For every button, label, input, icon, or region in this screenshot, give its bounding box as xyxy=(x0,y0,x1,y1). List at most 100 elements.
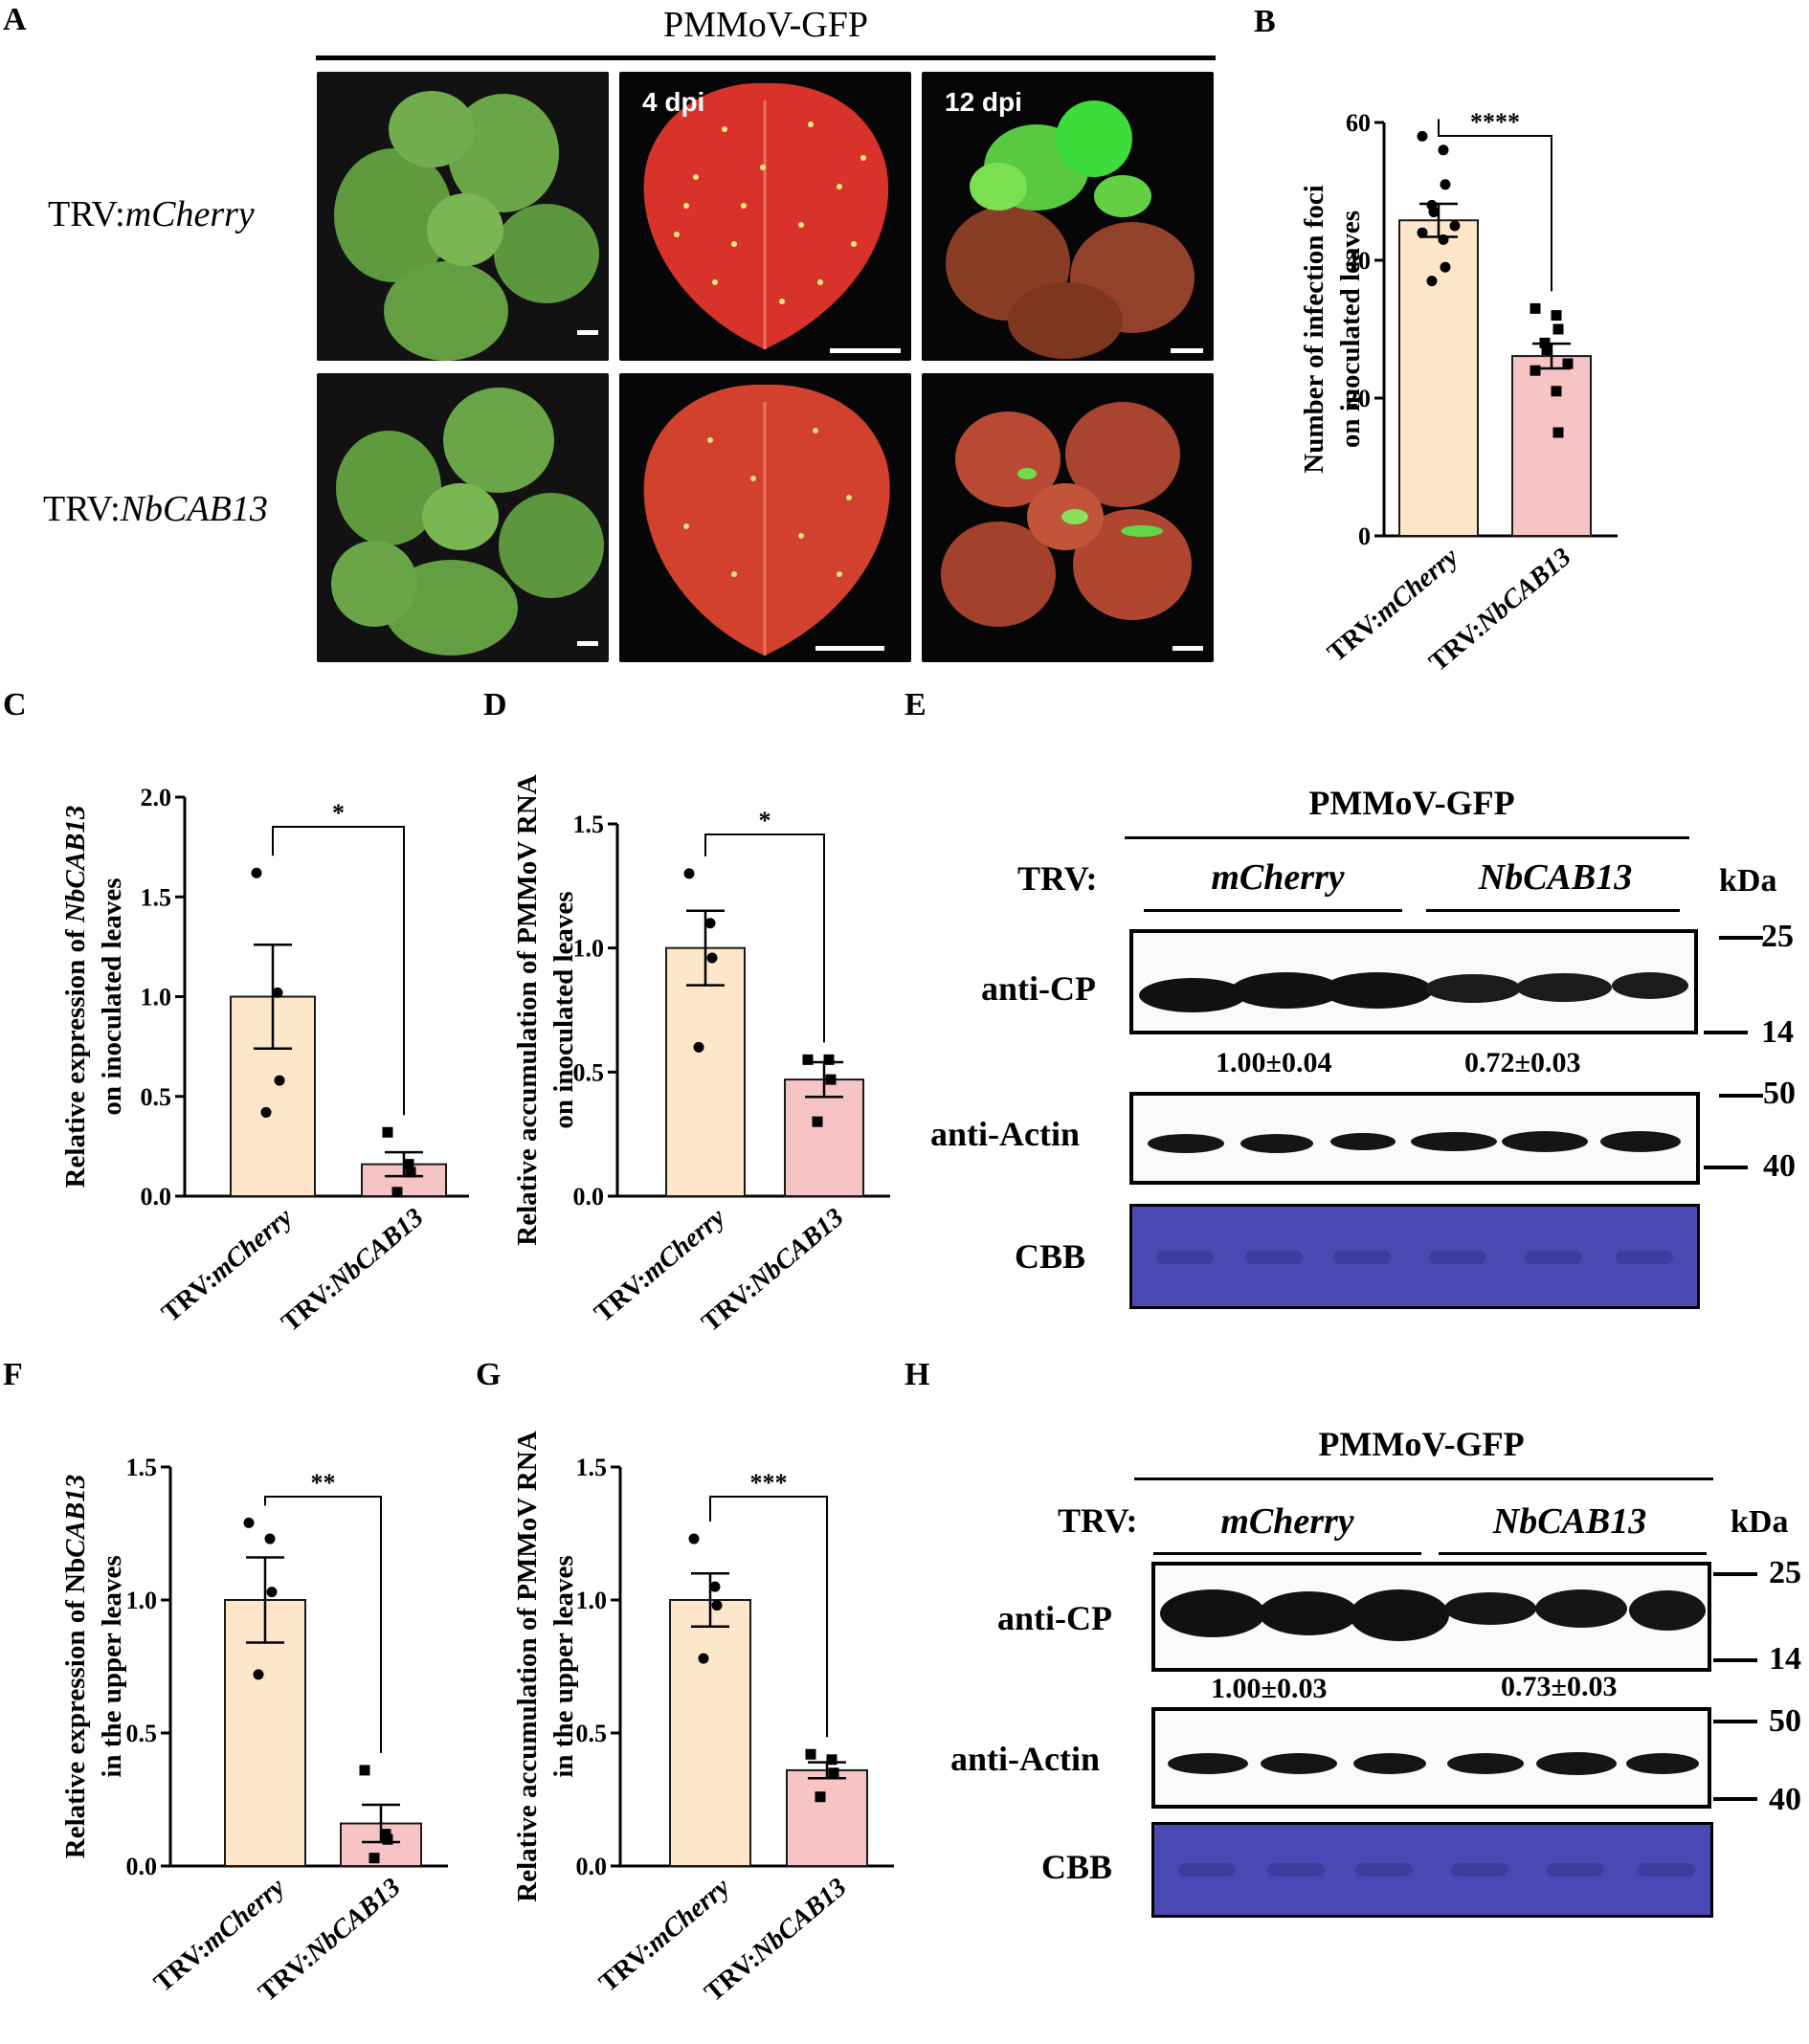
data-point xyxy=(405,1166,416,1178)
row-label-mcherry: TRV:mCherry xyxy=(48,194,255,234)
western-e-group-line xyxy=(1426,909,1680,912)
data-point xyxy=(826,1754,838,1766)
western-h-marker-50: 50 xyxy=(1769,1703,1801,1739)
western-e-row-cbb: CBB xyxy=(1015,1237,1086,1276)
data-point xyxy=(382,1126,393,1138)
chart-b-infection-foci: 0 20 40 60 Number of infection foci on inocul… xyxy=(1299,108,1618,678)
marker-tick xyxy=(1704,1166,1748,1169)
western-e-marker-40: 40 xyxy=(1763,1148,1796,1184)
western-h-quant-mcherry: 1.00±0.03 xyxy=(1211,1673,1328,1704)
data-point xyxy=(253,1669,264,1680)
y-tick-label: 0.5 xyxy=(573,1058,605,1086)
data-point xyxy=(251,867,262,878)
western-e-marker-50: 50 xyxy=(1763,1076,1796,1111)
western-e-quant-nbcab13: 0.72±0.03 xyxy=(1464,1047,1581,1078)
data-point xyxy=(391,1187,403,1198)
y-tick-label: 2.0 xyxy=(141,784,172,811)
western-e-kda-label: kDa xyxy=(1719,863,1777,899)
y-tick-label: 40 xyxy=(1346,247,1371,275)
panel-label-g: G xyxy=(476,1357,502,1392)
data-point xyxy=(706,952,718,964)
western-e-quant-mcherry: 1.00±0.04 xyxy=(1216,1047,1332,1078)
western-h-group-nbcab13: NbCAB13 xyxy=(1492,1501,1647,1542)
western-e-marker-14: 14 xyxy=(1761,1014,1794,1050)
significance-bracket xyxy=(709,1496,828,1738)
panel-label-h: H xyxy=(904,1357,930,1392)
y-axis-label: Relative expression of NbCAB13on inocula… xyxy=(60,806,127,1189)
data-point xyxy=(359,1765,370,1776)
data-point xyxy=(683,868,695,879)
y-tick-label: 20 xyxy=(1346,385,1371,412)
photo-mcherry-plant-white-light xyxy=(317,72,609,361)
photo-nbcab13-leaf-4dpi xyxy=(619,373,911,662)
y-tick-label: 0.0 xyxy=(576,1853,608,1880)
western-e-cbb-gel xyxy=(1129,1204,1700,1309)
western-h-marker-25: 25 xyxy=(1769,1555,1801,1590)
data-point xyxy=(264,1533,276,1544)
data-point xyxy=(368,1853,380,1864)
photo-mcherry-plant-12dpi: 12 dpi xyxy=(922,72,1214,361)
data-point xyxy=(709,1581,721,1592)
data-point xyxy=(704,918,716,929)
data-point xyxy=(805,1748,816,1760)
data-point xyxy=(693,1041,704,1053)
data-point xyxy=(382,1833,393,1845)
data-point xyxy=(1428,207,1440,218)
data-point xyxy=(1539,337,1551,348)
scale-bar xyxy=(1171,348,1203,353)
y-tick-label: 0.0 xyxy=(126,1853,158,1880)
y-axis-label: Relative accumulation of PMMoV RNA in the… xyxy=(512,1431,579,1901)
scale-bar xyxy=(830,348,901,353)
y-tick-label: 0 xyxy=(1358,522,1371,550)
marker-tick xyxy=(1719,936,1763,940)
western-e-title-line xyxy=(1125,836,1689,839)
data-point xyxy=(380,1829,391,1840)
data-point xyxy=(1530,302,1541,314)
western-h-trv-label: TRV: xyxy=(1058,1501,1138,1540)
bar xyxy=(665,946,746,1198)
photo-nbcab13-plant-12dpi xyxy=(922,373,1214,662)
y-tick-label: 1.5 xyxy=(576,1454,608,1481)
western-h-actin-blot xyxy=(1151,1707,1711,1809)
bar xyxy=(1398,219,1479,538)
panel-a-header: PMMoV-GFP xyxy=(662,5,869,45)
y-tick-label: 0.5 xyxy=(576,1720,608,1747)
significance-label: * xyxy=(332,799,345,827)
y-tick-label: 1.0 xyxy=(141,984,172,1011)
western-h-title: PMMoV-GFP xyxy=(1318,1425,1525,1463)
y-tick-label: 1.5 xyxy=(126,1454,158,1481)
photo-mcherry-leaf-4dpi: 4 dpi xyxy=(619,72,911,361)
western-e-cp-blot xyxy=(1129,929,1698,1034)
western-h-marker-14: 14 xyxy=(1769,1641,1801,1677)
data-point xyxy=(1551,310,1562,322)
significance-label: **** xyxy=(1470,108,1520,136)
data-point xyxy=(272,987,283,998)
y-tick-label: 1.0 xyxy=(576,1587,608,1614)
data-point xyxy=(1438,144,1449,156)
data-point xyxy=(403,1159,414,1170)
bar xyxy=(786,1768,868,1868)
chart-c-cab13-expression-inoculated: 0.0 0.5 1.0 1.5 2.0 Relative expression of Nb… xyxy=(60,784,469,1338)
western-e-row-anti-cp: anti-CP xyxy=(981,969,1096,1008)
western-e-group-mcherry: mCherry xyxy=(1211,857,1345,898)
data-point xyxy=(1552,427,1564,438)
western-h-quant-nbcab13: 0.73±0.03 xyxy=(1501,1671,1618,1702)
scale-bar xyxy=(1172,646,1203,651)
western-e-title: PMMoV-GFP xyxy=(1308,784,1515,822)
data-point xyxy=(1562,358,1574,369)
data-point xyxy=(698,1653,709,1664)
panel-label-b: B xyxy=(1254,4,1276,39)
western-e-trv-label: TRV: xyxy=(1017,859,1098,898)
data-point xyxy=(1541,344,1552,356)
panel-label-a: A xyxy=(3,2,27,37)
significance-bracket xyxy=(1438,119,1552,292)
western-h-row-anti-actin: anti-Actin xyxy=(950,1740,1100,1778)
data-point xyxy=(274,1075,285,1086)
data-point xyxy=(260,1106,272,1118)
panel-label-f: F xyxy=(3,1357,23,1392)
significance-label: *** xyxy=(750,1469,788,1497)
data-point xyxy=(828,1767,839,1779)
marker-tick xyxy=(1713,1720,1757,1723)
